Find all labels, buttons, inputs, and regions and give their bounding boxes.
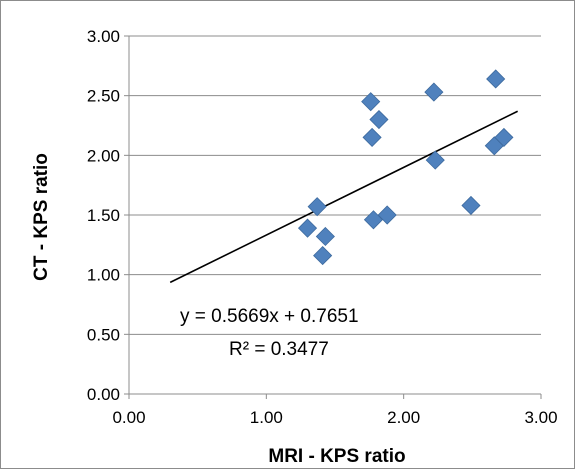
gridlines bbox=[129, 35, 541, 335]
trendline-equation: y = 0.5669x + 0.7651 bbox=[180, 306, 359, 327]
x-tick-label: 1.00 bbox=[250, 408, 283, 427]
y-tick-label: 2.00 bbox=[87, 146, 120, 165]
data-point bbox=[461, 195, 481, 216]
y-tick-label: 0.00 bbox=[87, 385, 120, 404]
data-point bbox=[313, 246, 333, 266]
data-point bbox=[369, 109, 389, 130]
x-tick-label: 3.00 bbox=[524, 408, 557, 427]
data-points bbox=[297, 69, 514, 266]
r-squared-label: R² = 0.3477 bbox=[229, 339, 329, 360]
data-point bbox=[307, 197, 327, 217]
data-point bbox=[315, 226, 335, 247]
data-point bbox=[362, 127, 382, 147]
y-tick-label: 3.00 bbox=[87, 27, 120, 46]
tick-labels: 0.00 0.50 1.00 1.50 2.00 2.50 3.00 0.00 1.00 2.00… bbox=[87, 27, 558, 427]
data-point bbox=[377, 205, 397, 225]
axes bbox=[124, 35, 542, 399]
trendline-layer bbox=[169, 110, 519, 284]
y-tick-label: 1.00 bbox=[87, 266, 120, 285]
data-point bbox=[424, 82, 444, 102]
x-tick-label: 0.00 bbox=[112, 408, 145, 427]
data-point bbox=[486, 69, 506, 89]
data-point bbox=[361, 92, 381, 112]
data-point bbox=[425, 150, 445, 170]
y-tick-label: 0.50 bbox=[87, 325, 120, 344]
data-point bbox=[494, 127, 514, 147]
y-tick-label: 2.50 bbox=[87, 87, 120, 106]
y-tick-label: 1.50 bbox=[87, 206, 120, 225]
trendline bbox=[169, 110, 519, 284]
x-tick-label: 2.00 bbox=[387, 408, 420, 427]
x-axis-title: MRI - KPS ratio bbox=[268, 446, 405, 467]
y-axis-title: CT - KPS ratio bbox=[31, 153, 52, 281]
data-point bbox=[297, 218, 318, 238]
